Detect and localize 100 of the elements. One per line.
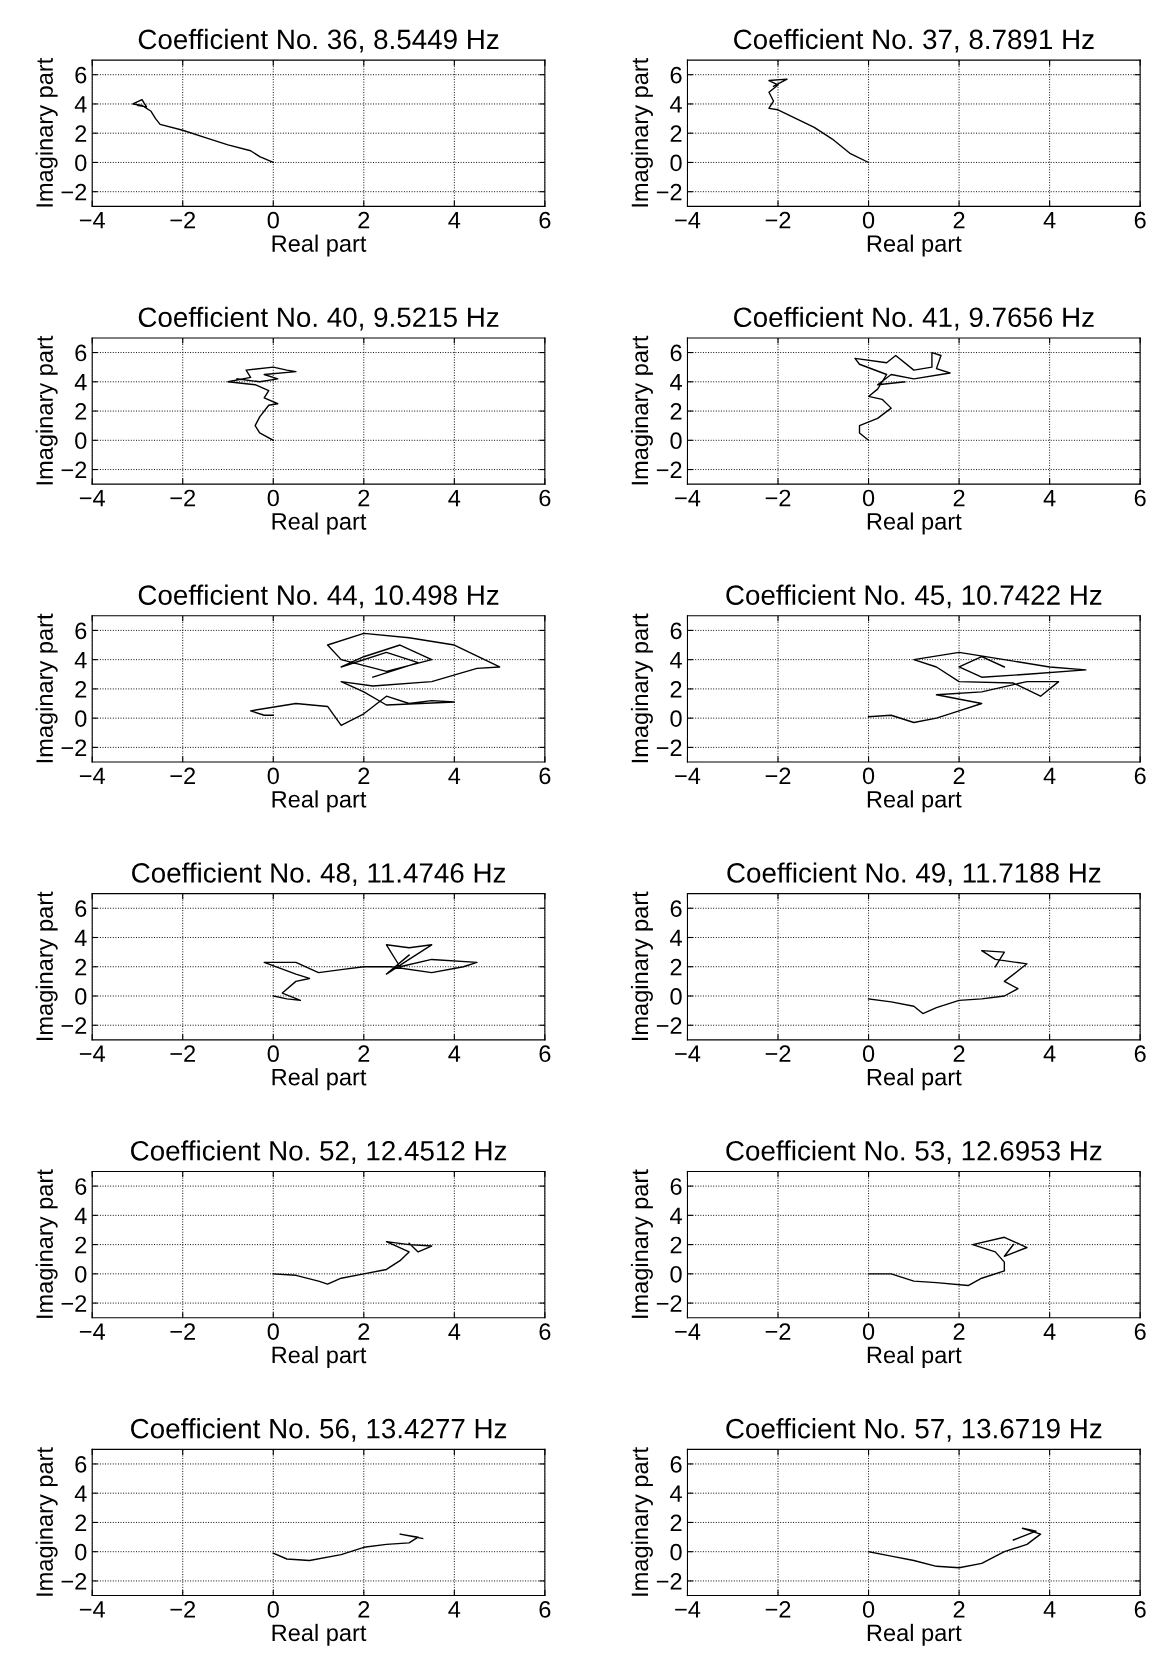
x-tick-label: −4	[79, 1045, 105, 1062]
chart-title: Coefficient No. 44, 10.498 Hz	[138, 584, 499, 609]
x-tick-label: 6	[539, 1323, 551, 1340]
x-tick-label: 2	[358, 1323, 370, 1340]
x-tick-label: 0	[862, 1323, 875, 1340]
x-axis-title: Real part	[272, 1068, 367, 1091]
x-tick-label: 4	[1043, 767, 1056, 784]
x-tick-label: 4	[1043, 1323, 1056, 1340]
x-tick-label: 0	[862, 767, 875, 785]
y-tick-label: 4	[74, 1485, 87, 1502]
y-tick-label: −2	[656, 1295, 682, 1312]
x-axis-title: Real part	[867, 1068, 962, 1091]
y-tick-label: 0	[670, 1265, 682, 1283]
chart-title: Coefficient No. 40, 9.5215 Hz	[138, 306, 499, 331]
x-axis-title: Real part	[867, 1345, 962, 1368]
chart-title: Coefficient No. 41, 9.7656 Hz	[734, 306, 1094, 331]
x-tick-label: −2	[765, 1045, 791, 1062]
chart-title: Coefficient No. 56, 13.4277 Hz	[131, 1418, 507, 1442]
x-tick-label: −2	[170, 211, 195, 229]
x-tick-label: 4	[1043, 1045, 1056, 1062]
x-tick-label: −4	[675, 1045, 701, 1062]
y-tick-label: −2	[61, 1573, 87, 1590]
y-tick-label: 2	[75, 125, 87, 142]
x-tick-label: 0	[267, 1323, 279, 1340]
x-tick-label: −4	[79, 489, 105, 507]
x-tick-label: −2	[765, 211, 791, 229]
x-tick-label: 0	[267, 211, 279, 229]
y-tick-label: 0	[75, 710, 87, 727]
y-tick-label: 0	[670, 1543, 682, 1561]
x-tick-label: 6	[539, 1601, 551, 1618]
y-tick-label: 0	[75, 1265, 87, 1283]
y-axis-title: Imaginary part	[35, 335, 58, 485]
y-axis-title: Imaginary part	[35, 57, 58, 207]
y-axis-title: Imaginary part	[630, 1447, 653, 1596]
x-tick-label: 2	[953, 767, 965, 784]
x-tick-label: 4	[1043, 212, 1056, 229]
y-tick-label: 4	[670, 1485, 682, 1502]
x-tick-label: −4	[79, 767, 105, 784]
y-tick-label: −2	[61, 461, 87, 479]
x-tick-label: 2	[358, 489, 370, 507]
y-tick-label: 2	[75, 1236, 87, 1254]
x-tick-label: 6	[1134, 211, 1146, 229]
y-axis-title: Imaginary part	[630, 57, 653, 207]
y-tick-label: 6	[75, 66, 87, 84]
y-tick-label: 4	[74, 651, 87, 669]
x-tick-label: 0	[862, 1045, 875, 1063]
x-tick-label: −2	[765, 1601, 791, 1618]
x-tick-label: 2	[953, 211, 965, 229]
x-tick-label: −2	[765, 1323, 791, 1340]
x-tick-label: 6	[539, 1045, 551, 1063]
x-tick-label: 4	[1043, 1601, 1056, 1618]
x-tick-label: 4	[1043, 489, 1056, 507]
x-tick-label: 0	[267, 767, 279, 785]
y-axis-title: Imaginary part	[630, 1169, 653, 1318]
y-axis-title: Imaginary part	[35, 613, 58, 763]
x-tick-label: −4	[79, 1323, 105, 1340]
y-axis-title: Imaginary part	[35, 1169, 58, 1318]
y-tick-label: 4	[670, 651, 682, 669]
y-tick-label: 4	[74, 929, 87, 947]
y-tick-label: 6	[670, 1178, 682, 1195]
y-axis-title: Imaginary part	[35, 891, 58, 1041]
chart-title: Coefficient No. 36, 8.5449 Hz	[138, 28, 499, 53]
chart-title: Coefficient No. 37, 8.7891 Hz	[734, 28, 1094, 53]
x-tick-label: 0	[267, 1601, 279, 1618]
y-tick-label: 6	[75, 900, 87, 918]
x-tick-label: 4	[448, 489, 461, 507]
y-tick-label: 2	[670, 680, 682, 698]
y-tick-label: 4	[670, 929, 682, 947]
y-tick-label: 0	[75, 154, 87, 172]
x-axis-title: Real part	[272, 1623, 367, 1646]
x-tick-label: 6	[539, 211, 551, 229]
y-tick-label: 6	[670, 622, 682, 640]
y-tick-label: 6	[75, 344, 87, 362]
x-tick-label: 6	[1134, 1045, 1146, 1063]
y-tick-label: 2	[75, 403, 87, 420]
y-tick-label: −2	[656, 183, 682, 201]
x-tick-label: −4	[675, 1323, 701, 1340]
x-tick-label: 4	[448, 212, 461, 229]
y-axis-title: Imaginary part	[630, 335, 653, 485]
y-tick-label: −2	[61, 739, 87, 756]
y-tick-label: 6	[75, 1178, 87, 1195]
y-tick-label: −2	[656, 739, 682, 756]
x-axis-title: Real part	[272, 1345, 367, 1368]
x-tick-label: 0	[862, 211, 875, 229]
y-tick-label: 0	[670, 154, 682, 172]
x-tick-label: −4	[79, 1601, 105, 1618]
x-tick-label: 0	[862, 489, 875, 507]
chart-title: Coefficient No. 57, 13.6719 Hz	[726, 1418, 1102, 1442]
x-axis-title: Real part	[867, 234, 962, 257]
y-tick-label: 2	[75, 680, 87, 698]
x-tick-label: 2	[358, 767, 370, 784]
x-tick-label: −4	[79, 212, 105, 229]
y-tick-label: −2	[656, 1017, 682, 1034]
x-tick-label: 4	[448, 1323, 461, 1340]
x-tick-label: −2	[170, 767, 195, 784]
x-tick-label: −2	[765, 767, 791, 784]
x-tick-label: −2	[170, 1601, 195, 1618]
x-axis-title: Real part	[272, 234, 367, 257]
x-tick-label: 0	[862, 1601, 875, 1618]
x-tick-label: 6	[1134, 767, 1146, 785]
